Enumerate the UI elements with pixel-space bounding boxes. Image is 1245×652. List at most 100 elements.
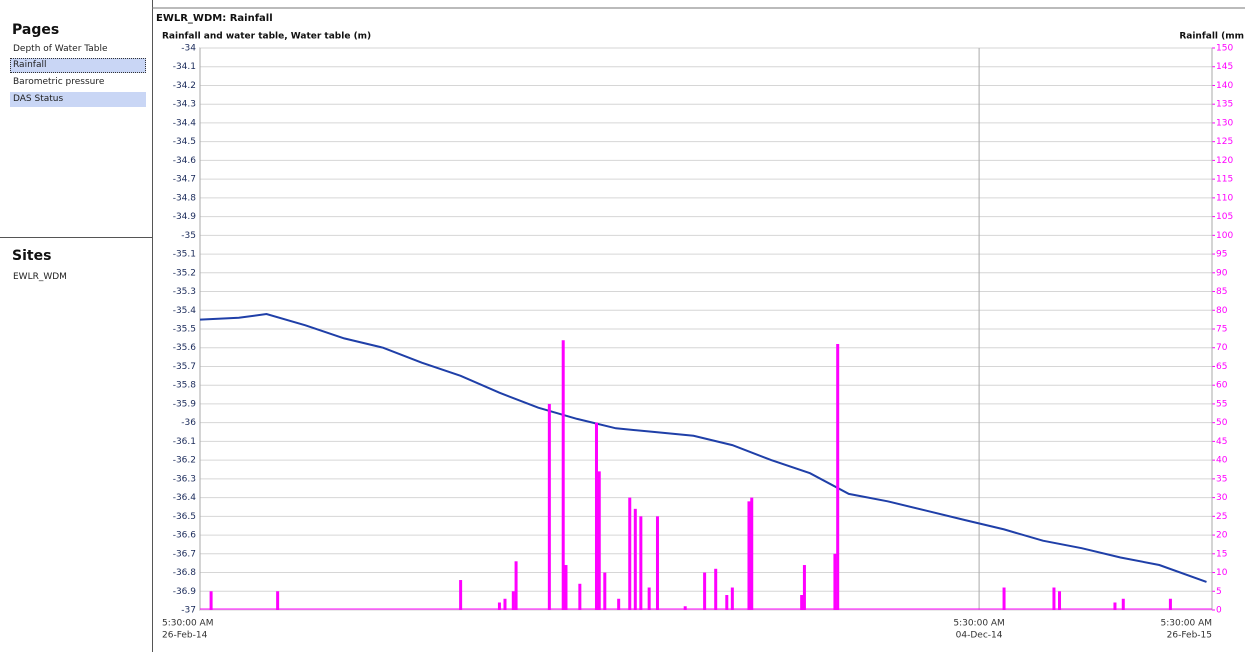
y-tick-label: -36: [181, 418, 196, 428]
y-tick-label: -36.2: [173, 456, 196, 466]
y2-tick-label: 145: [1216, 62, 1233, 72]
rain-bar: [639, 516, 643, 610]
rain-bar: [725, 595, 729, 610]
y2-tick-label: 100: [1216, 231, 1233, 241]
chart-title: EWLR_WDM: Rainfall: [156, 13, 273, 24]
y2-tick-label: 5: [1216, 587, 1222, 597]
rain-bar: [1113, 602, 1117, 610]
divider: [0, 237, 152, 238]
y-tick-label: -34.9: [173, 212, 197, 222]
rain-bar: [750, 497, 754, 610]
y-tick-label: -37: [181, 606, 196, 616]
y2-tick-label: 95: [1216, 250, 1227, 260]
y-tick-label: -36.4: [173, 493, 197, 503]
rain-bar: [511, 591, 515, 610]
rain-bar: [833, 553, 837, 610]
x-tick-label: 26-Feb-15: [1167, 631, 1212, 641]
y-tick-label: -34: [181, 44, 196, 54]
rain-bar: [514, 561, 518, 610]
rain-bar: [617, 598, 621, 610]
rain-bar: [836, 343, 840, 610]
y-tick-label: -36.9: [173, 587, 197, 597]
rain-bar: [578, 583, 582, 610]
rain-bar: [497, 602, 501, 610]
y2-tick-label: 90: [1216, 268, 1228, 278]
rain-bar: [597, 471, 601, 610]
y2-tick-label: 85: [1216, 287, 1227, 297]
y2-tick-label: 150: [1216, 44, 1233, 54]
pages-heading: Pages: [12, 22, 60, 38]
y2-tick-label: 130: [1216, 118, 1233, 128]
y-tick-label: -34.7: [173, 175, 196, 185]
sidebar: Pages Depth of Water Table Rainfall Baro…: [0, 0, 153, 652]
x-tick-label: 04-Dec-14: [956, 631, 1003, 641]
y2-tick-label: 140: [1216, 81, 1233, 91]
rain-bar: [564, 565, 568, 610]
rain-bar: [503, 598, 507, 610]
site-item[interactable]: EWLR_WDM: [13, 272, 67, 282]
y-tick-label: -35.2: [173, 268, 196, 278]
rain-bar: [714, 568, 718, 610]
y2-tick-label: 15: [1216, 549, 1227, 559]
page-item[interactable]: Rainfall: [10, 58, 146, 73]
y-tick-label: -34.1: [173, 62, 196, 72]
y2-tick-label: 75: [1216, 325, 1227, 335]
y2-tick-label: 115: [1216, 175, 1233, 185]
rain-bar: [594, 422, 598, 610]
y-tick-label: -34.6: [173, 156, 197, 166]
y2-tick-label: 120: [1216, 156, 1233, 166]
y2-tick-label: 40: [1216, 456, 1228, 466]
rain-bar: [1058, 591, 1062, 610]
page-item[interactable]: Barometric pressure: [13, 77, 105, 87]
x-tick-label: 5:30:00 AM: [953, 619, 1004, 629]
y2-tick-label: 35: [1216, 474, 1227, 484]
rain-bar: [1168, 598, 1172, 610]
y2-tick-label: 105: [1216, 212, 1233, 222]
rain-bar: [655, 516, 659, 610]
x-tick-label: 5:30:00 AM: [1161, 619, 1212, 629]
rain-bar: [1052, 587, 1056, 610]
page-item[interactable]: DAS Status: [10, 92, 146, 107]
rain-bar: [800, 595, 804, 610]
y-tick-label: -34.2: [173, 81, 196, 91]
y-tick-label: -35.6: [173, 343, 197, 353]
x-tick-label: 5:30:00 AM: [162, 619, 213, 629]
rain-bar: [276, 591, 280, 610]
y2-tick-label: 10: [1216, 568, 1228, 578]
y2-tick-label: 25: [1216, 512, 1227, 522]
y2-tick-label: 20: [1216, 531, 1228, 541]
y-tick-label: -35.3: [173, 287, 196, 297]
y2-tick-label: 60: [1216, 381, 1228, 391]
y-tick-label: -36.7: [173, 549, 196, 559]
rain-bar: [683, 606, 687, 610]
y-tick-label: -35.1: [173, 250, 196, 260]
y2-tick-label: 50: [1216, 418, 1228, 428]
sites-heading: Sites: [12, 248, 52, 264]
y-tick-label: -35.9: [173, 399, 197, 409]
y2-tick-label: 55: [1216, 399, 1227, 409]
rain-bar: [802, 565, 806, 610]
y2-tick-label: 0: [1216, 606, 1222, 616]
y-tick-label: -36.3: [173, 474, 196, 484]
y-tick-label: -35: [181, 231, 196, 241]
water-table-line: [199, 312, 1207, 583]
y-tick-label: -34.8: [173, 193, 197, 203]
page-item[interactable]: Depth of Water Table: [13, 44, 108, 54]
rain-bar: [730, 587, 734, 610]
rain-bar: [703, 572, 707, 610]
x-tick-label: 26-Feb-14: [162, 631, 208, 641]
y-tick-label: -35.4: [173, 306, 197, 316]
y2-tick-label: 135: [1216, 100, 1233, 110]
y2-tick-label: 80: [1216, 306, 1228, 316]
rain-bar: [209, 591, 213, 610]
y2-axis-title: Rainfall (mm: [1179, 32, 1244, 42]
y-tick-label: -34.4: [173, 118, 197, 128]
y-tick-label: -36.6: [173, 531, 197, 541]
y2-tick-label: 70: [1216, 343, 1228, 353]
y2-tick-label: 110: [1216, 193, 1233, 203]
rain-bar: [747, 501, 751, 610]
y2-tick-label: 65: [1216, 362, 1227, 372]
y2-tick-label: 30: [1216, 493, 1228, 503]
